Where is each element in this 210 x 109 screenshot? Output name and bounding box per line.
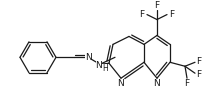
Text: F: F	[196, 57, 202, 66]
Text: F: F	[139, 10, 144, 19]
Text: N: N	[85, 53, 91, 62]
Text: F: F	[169, 10, 175, 19]
Text: F: F	[196, 70, 202, 79]
Text: N: N	[118, 79, 124, 88]
Text: N: N	[154, 79, 160, 88]
Text: F: F	[184, 79, 190, 88]
Text: H: H	[102, 64, 108, 73]
Text: F: F	[154, 1, 160, 10]
Text: N: N	[96, 61, 102, 70]
